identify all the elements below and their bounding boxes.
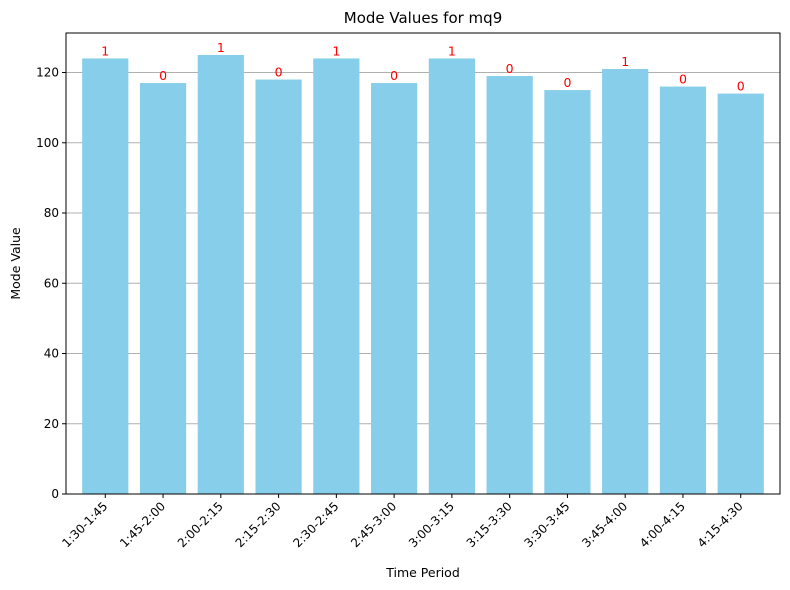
bar [82,58,129,495]
bar [255,79,302,494]
bar-value-label: 0 [737,79,745,94]
bar-labels: 1 0 1 0 1 0 1 0 0 1 0 0 [101,40,744,94]
bar-value-label: 0 [563,75,571,90]
bar-value-label: 0 [506,61,514,76]
bar [428,58,475,495]
bar [139,83,187,495]
bar [486,76,533,494]
bar-value-label: 0 [679,72,687,87]
bars [82,54,764,495]
chart-title: Mode Values for mq9 [344,9,502,27]
x-tick-label: 4:00-4:15 [637,499,688,550]
bar-value-label: 1 [332,43,340,58]
bar-value-label: 0 [390,68,398,83]
bar-value-label: 0 [275,65,283,80]
plot-frame [65,32,781,495]
y-axis-ticks: 0 20 40 60 80 100 120 [36,66,66,501]
y-tick-label: 0 [51,487,59,501]
y-tick-label: 120 [36,66,59,80]
x-tick-label: 3:15-3:30 [464,499,515,550]
bar [659,86,707,494]
x-tick-label: 3:45-4:00 [579,499,630,550]
x-tick-label: 2:30-2:45 [290,499,341,550]
bar-value-label: 1 [101,43,109,58]
bar [544,90,591,495]
bar [602,69,649,495]
x-tick-label: 4:15-4:30 [695,499,746,550]
y-tick-label: 60 [44,276,59,290]
x-tick-label: 3:00-3:15 [406,499,457,550]
bar [717,93,764,495]
x-tick-label: 3:30-3:45 [521,499,572,550]
y-tick-label: 80 [44,206,59,220]
x-axis-label: Time Period [385,565,460,580]
x-tick-label: 1:45-2:00 [117,499,168,550]
x-tick-label: 1:30-1:45 [59,499,110,550]
x-tick-label: 2:15-2:30 [233,499,284,550]
bar [197,54,244,494]
bar-value-label: 1 [448,43,456,58]
bar-value-label: 1 [621,54,629,69]
bar-value-label: 0 [159,68,167,83]
y-tick-label: 20 [44,417,59,431]
bar-value-label: 1 [217,40,225,55]
y-axis-label: Mode Value [8,227,23,300]
x-tick-label: 2:00-2:15 [175,499,226,550]
x-tick-label: 2:45-3:00 [348,499,399,550]
y-tick-label: 40 [44,347,59,361]
bar [371,83,418,495]
bar [313,58,360,495]
y-tick-label: 100 [36,136,59,150]
x-axis-ticks: 1:30-1:45 1:45-2:00 2:00-2:15 2:15-2:30 2:30… [59,494,746,550]
